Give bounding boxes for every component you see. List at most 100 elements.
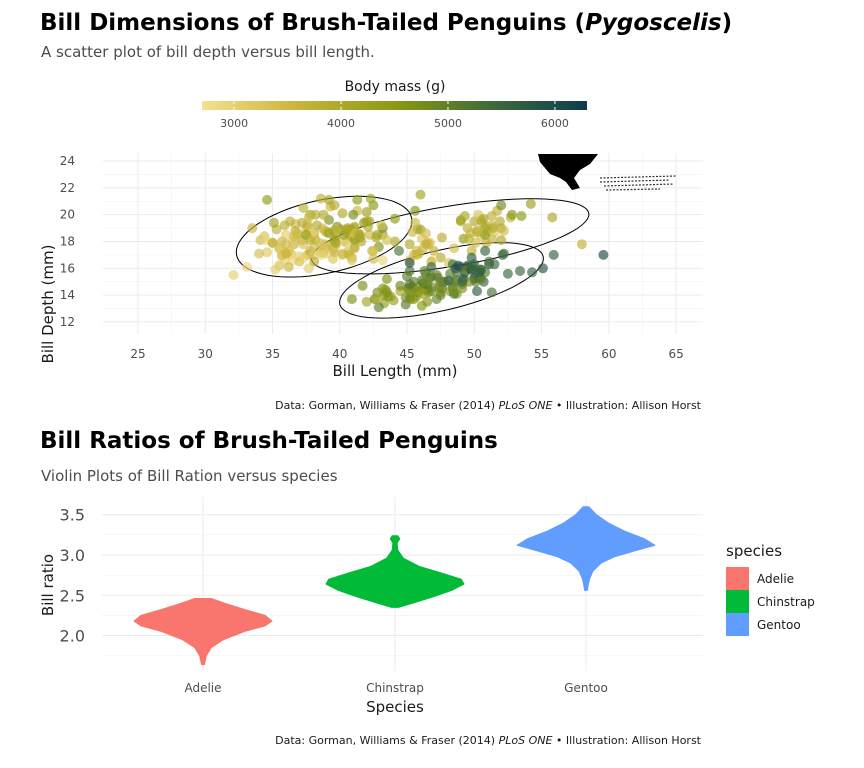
data-point xyxy=(431,294,442,305)
data-point xyxy=(463,233,474,244)
data-point xyxy=(411,249,422,260)
data-point xyxy=(365,193,376,204)
data-point xyxy=(404,279,415,290)
colorbar-tick-label: 3000 xyxy=(220,117,248,130)
data-point xyxy=(426,262,437,272)
chart1-subtitle: A scatter plot of bill depth versus bill… xyxy=(41,43,375,61)
data-point xyxy=(404,257,415,268)
data-point xyxy=(305,235,316,246)
data-point xyxy=(262,247,273,258)
x-tick-label: 30 xyxy=(198,347,213,361)
data-point xyxy=(422,296,433,307)
y-tick-label: 16 xyxy=(60,261,75,275)
data-point xyxy=(330,237,341,248)
data-point xyxy=(502,268,513,279)
data-point xyxy=(457,276,468,287)
y-tick-label: 2.5 xyxy=(60,586,85,605)
data-point xyxy=(480,223,491,234)
x-axis-label-species: Species xyxy=(366,698,424,716)
data-point xyxy=(297,217,308,228)
data-point xyxy=(357,280,368,291)
data-point xyxy=(443,275,454,286)
data-point xyxy=(496,235,507,246)
penguin-illustration xyxy=(538,154,677,191)
data-point xyxy=(346,255,357,266)
x-tick-label: Chinstrap xyxy=(366,681,424,695)
data-point xyxy=(525,198,536,209)
data-point xyxy=(426,286,437,297)
data-point xyxy=(342,223,353,234)
data-point xyxy=(402,271,412,282)
data-point xyxy=(420,228,431,239)
data-point xyxy=(576,239,587,250)
x-tick-label: 25 xyxy=(130,347,145,361)
data-point xyxy=(281,248,291,259)
y-tick-label: 22 xyxy=(60,181,75,195)
data-point xyxy=(435,252,446,263)
data-point xyxy=(262,194,273,205)
data-point xyxy=(381,235,392,246)
x-tick-label: 50 xyxy=(467,347,482,361)
data-point xyxy=(381,274,392,284)
data-point xyxy=(459,211,470,221)
colorbar-tick-label: 5000 xyxy=(434,117,462,130)
y-tick-label: 18 xyxy=(60,234,75,248)
data-point xyxy=(400,292,411,303)
x-tick-label: Gentoo xyxy=(564,681,608,695)
data-point xyxy=(318,209,329,220)
data-point xyxy=(329,200,340,211)
y-tick-label: 24 xyxy=(60,154,75,168)
data-point xyxy=(285,216,295,227)
chart2-title: Bill Ratios of Brush-Tailed Penguins xyxy=(40,428,498,454)
data-point xyxy=(389,236,400,247)
data-point xyxy=(309,256,320,267)
data-point xyxy=(368,245,379,256)
violin-gentoo xyxy=(516,506,656,591)
data-point xyxy=(598,249,609,260)
data-point xyxy=(254,248,265,259)
data-point xyxy=(407,227,418,238)
y-tick-label: 20 xyxy=(60,208,75,222)
data-point xyxy=(311,220,322,231)
data-point xyxy=(496,200,507,211)
chart2-subtitle: Violin Plots of Bill Ration versus speci… xyxy=(41,467,338,485)
colorbar-tick-label: 6000 xyxy=(541,117,569,130)
data-point xyxy=(228,270,239,280)
data-point xyxy=(486,287,497,298)
x-tick-label: 60 xyxy=(601,347,616,361)
data-point xyxy=(437,232,447,243)
data-point xyxy=(410,217,421,228)
data-point xyxy=(395,280,406,291)
y-tick-label: 3.0 xyxy=(60,546,85,565)
data-point xyxy=(364,216,375,227)
data-point xyxy=(361,207,372,217)
legend-swatch-adelie xyxy=(726,567,749,590)
data-point xyxy=(315,193,326,204)
data-point xyxy=(480,245,491,256)
data-point xyxy=(494,216,505,227)
data-point xyxy=(481,237,492,248)
y-tick-label: 14 xyxy=(60,288,75,302)
data-point xyxy=(498,248,509,259)
data-point xyxy=(247,223,258,234)
data-point xyxy=(449,243,460,254)
x-tick-label: 65 xyxy=(668,347,683,361)
data-point xyxy=(547,212,558,223)
y-axis-label: Bill Depth (mm) xyxy=(39,245,57,364)
data-point xyxy=(404,239,415,250)
data-point xyxy=(515,266,525,276)
data-point xyxy=(289,231,299,242)
data-point xyxy=(303,212,314,223)
data-point xyxy=(268,217,279,228)
x-tick-label: 45 xyxy=(399,347,414,361)
chart1-title: Bill Dimensions of Brush-Tailed Penguins… xyxy=(40,10,733,36)
data-point xyxy=(428,245,439,256)
data-point xyxy=(537,263,548,274)
data-point xyxy=(355,229,365,240)
violin-chinstrap xyxy=(325,535,465,608)
data-point xyxy=(371,294,382,305)
legend-label: Gentoo xyxy=(757,618,801,632)
data-point xyxy=(298,252,309,263)
legend-swatch-gentoo xyxy=(726,613,749,636)
data-point xyxy=(466,252,477,263)
